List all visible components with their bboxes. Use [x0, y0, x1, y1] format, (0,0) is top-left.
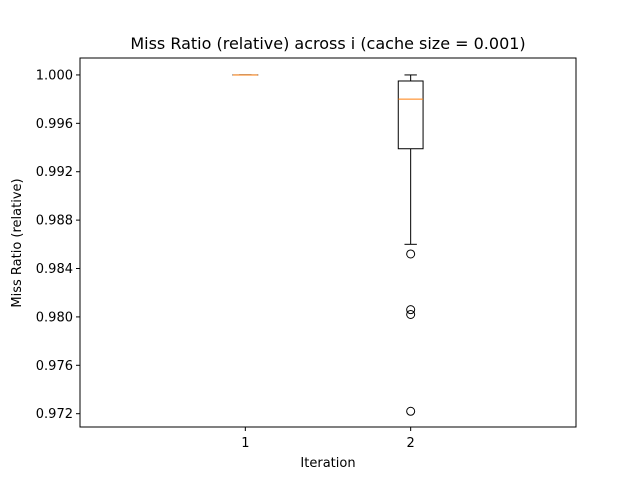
- y-axis: 0.972 0.976 0.980 0.984 0.988 0.992 0.996 1.000: [36, 68, 80, 422]
- y-tick-label: 0.996: [36, 117, 73, 132]
- x-tick-label: 1: [241, 436, 249, 451]
- x-tick-label: 2: [407, 436, 415, 451]
- x-axis-label: Iteration: [300, 456, 355, 471]
- y-tick-label: 0.972: [36, 407, 73, 422]
- outlier-point: [406, 249, 416, 259]
- y-tick-label: 0.992: [36, 165, 73, 180]
- outlier-point: [406, 309, 416, 319]
- y-tick-label: 0.976: [36, 359, 73, 374]
- y-tick-label: 0.984: [36, 262, 73, 277]
- box-series: [232, 74, 424, 416]
- box-2: [397, 74, 424, 416]
- chart-title: Miss Ratio (relative) across i (cache si…: [130, 34, 525, 53]
- y-axis-label: Miss Ratio (relative): [10, 178, 25, 307]
- iqr-box: [397, 80, 424, 150]
- y-tick-label: 0.988: [36, 214, 73, 229]
- plot-area-frame: [79, 57, 577, 428]
- outlier-point: [406, 305, 416, 315]
- y-tick-label: 1.000: [36, 68, 73, 83]
- y-tick-label: 0.980: [36, 310, 73, 325]
- outlier-point: [406, 406, 416, 416]
